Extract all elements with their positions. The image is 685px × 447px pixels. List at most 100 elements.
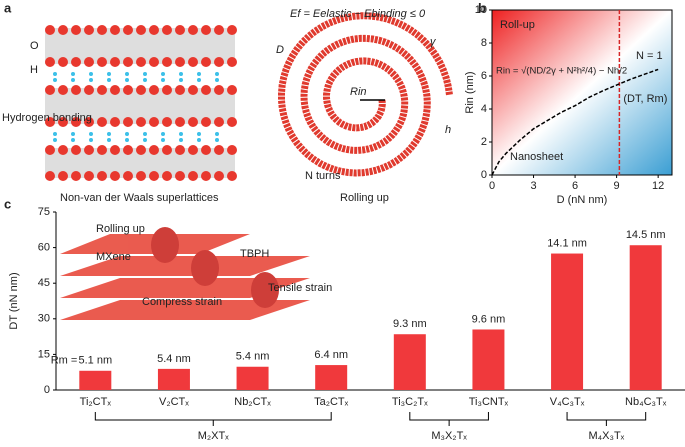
label: N turns	[305, 170, 341, 182]
atom	[84, 117, 94, 127]
label: Rolling up	[96, 223, 145, 235]
label: Hydrogen bonding	[2, 112, 92, 124]
h-atom	[197, 78, 201, 82]
h-atom	[53, 78, 57, 82]
h-atom	[53, 138, 57, 142]
atom	[201, 57, 211, 67]
x-tick-label: Ti₂CTₓ	[80, 396, 112, 408]
h-atom	[161, 72, 165, 76]
atom	[45, 85, 55, 95]
atom	[162, 85, 172, 95]
label: H	[30, 64, 38, 76]
h-atom	[125, 72, 129, 76]
atom	[188, 57, 198, 67]
bar-annotation: 9.3 nm	[393, 318, 427, 330]
group-label: M₄X₃Tₓ	[588, 430, 624, 442]
x-tick-label: V₄C₃Tₓ	[550, 396, 585, 408]
panel-label: b	[478, 0, 486, 15]
atom	[214, 85, 224, 95]
h-atom	[215, 78, 219, 82]
atom	[84, 85, 94, 95]
h-atom	[197, 72, 201, 76]
y-tick-label: 4	[481, 103, 487, 115]
atom	[188, 25, 198, 35]
label: Ef = Eelastic − Ebinding ≤ 0	[290, 8, 426, 20]
atom	[149, 57, 159, 67]
x-tick-label: 6	[572, 180, 578, 192]
atom	[175, 171, 185, 181]
annotation: Roll-up	[500, 19, 535, 31]
atom	[123, 57, 133, 67]
h-atom	[161, 138, 165, 142]
label: D	[276, 44, 284, 56]
atom	[110, 117, 120, 127]
atom	[58, 171, 68, 181]
h-atom	[179, 132, 183, 136]
group-bracket	[566, 412, 647, 426]
atom	[214, 145, 224, 155]
h-atom	[107, 78, 111, 82]
h-atom	[143, 138, 147, 142]
h-atom	[143, 132, 147, 136]
bar	[629, 245, 662, 390]
atom	[188, 85, 198, 95]
h-atom	[71, 72, 75, 76]
bar	[79, 370, 112, 390]
atom	[175, 25, 185, 35]
bar-annotation: 14.1 nm	[547, 237, 587, 249]
group-label: M₃X₂Tₓ	[431, 430, 467, 442]
h-atom	[143, 78, 147, 82]
y-tick-label: 2	[481, 136, 487, 148]
h-atom	[71, 132, 75, 136]
bar	[236, 366, 269, 390]
y-tick-label: 45	[38, 277, 50, 289]
h-atom	[89, 138, 93, 142]
superlattice-art	[45, 25, 237, 181]
atom	[110, 25, 120, 35]
atom	[162, 57, 172, 67]
background	[491, 9, 673, 176]
x-tick-label: Nb₂CTₓ	[234, 396, 271, 408]
label: Non-van der Waals superlattices	[60, 192, 219, 204]
atom	[84, 171, 94, 181]
bar	[472, 329, 505, 390]
x-tick-label: 12	[652, 180, 664, 192]
atom	[84, 145, 94, 155]
bar-annotation: 5.4 nm	[236, 351, 270, 363]
x-tick-label: 0	[489, 180, 495, 192]
atom	[58, 57, 68, 67]
label: Tensile strain	[268, 282, 332, 294]
atom	[227, 171, 237, 181]
atom	[58, 117, 68, 127]
atom	[45, 171, 55, 181]
atom	[71, 117, 81, 127]
h-atom	[215, 138, 219, 142]
atom	[149, 145, 159, 155]
atom	[58, 25, 68, 35]
h-atom	[143, 72, 147, 76]
h-atom	[71, 78, 75, 82]
atom	[110, 85, 120, 95]
h-atom	[125, 78, 129, 82]
atom	[201, 117, 211, 127]
atom	[227, 57, 237, 67]
group-bracket	[94, 412, 332, 426]
h-atom	[215, 72, 219, 76]
atom	[136, 85, 146, 95]
bar-annotation: 5.1 nm	[78, 355, 112, 367]
y-tick-label: 30	[38, 313, 50, 325]
x-tick-label: Nb₄C₃Tₓ	[625, 396, 667, 408]
x-tick-label: Ti₃C₂Tₓ	[392, 396, 428, 408]
h-atom	[107, 138, 111, 142]
atom	[214, 25, 224, 35]
atom	[97, 85, 107, 95]
atom	[214, 57, 224, 67]
inset-art	[60, 227, 310, 320]
y-axis-label: DT (nN nm)	[8, 272, 20, 329]
atom	[162, 171, 172, 181]
atom	[149, 117, 159, 127]
y-tick-label: 8	[481, 37, 487, 49]
h-atom	[107, 72, 111, 76]
h-atom	[89, 132, 93, 136]
